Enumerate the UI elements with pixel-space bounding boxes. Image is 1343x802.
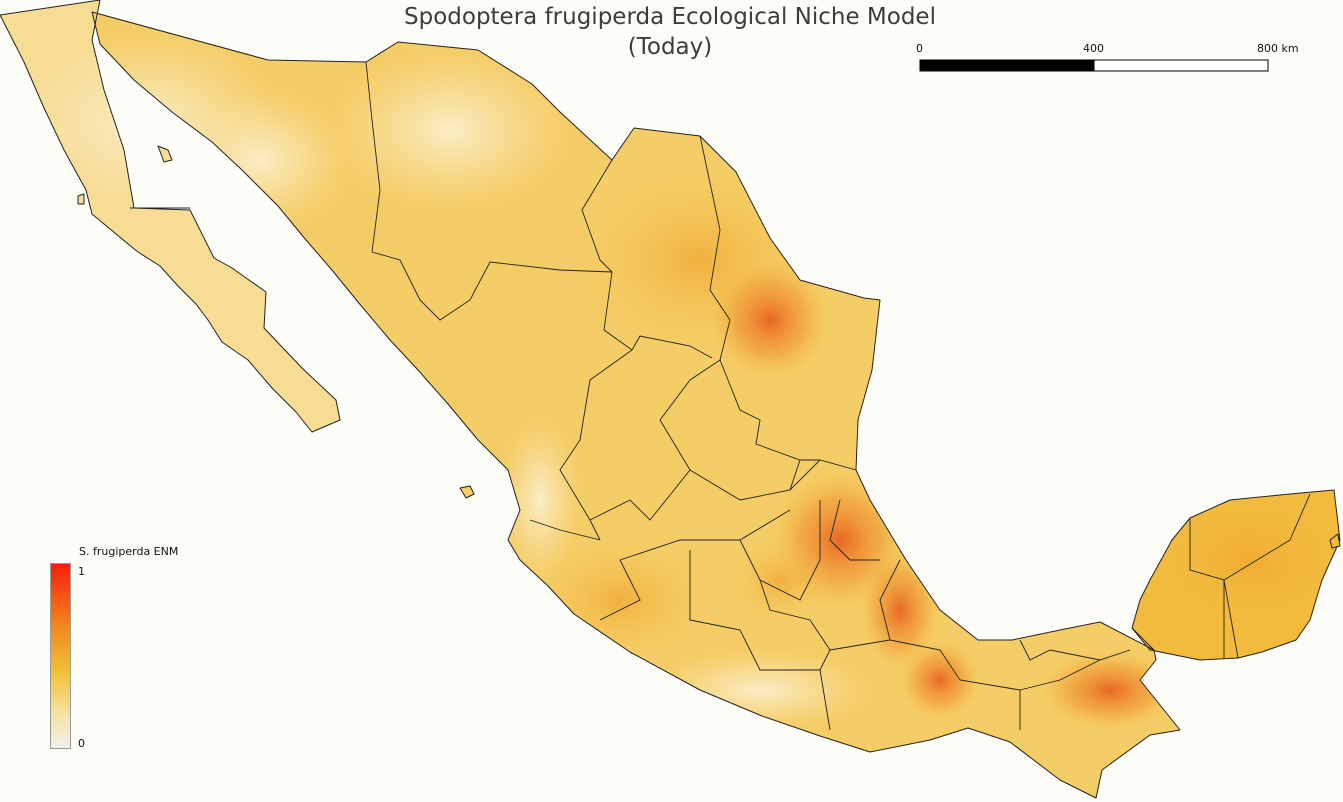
scale-bar [919,59,1269,72]
scale-bar-segment-light [1093,59,1269,72]
scale-label-800: 800 km [1257,42,1299,55]
legend-max-label: 1 [78,565,85,578]
scale-bar-segment-dark [920,60,1094,71]
map-title: Spodoptera frugiperda Ecological Niche M… [404,4,936,30]
state-boundaries [130,61,1311,731]
legend-color-ramp [50,563,71,749]
scale-label-0: 0 [916,42,923,55]
map-subtitle: (Today) [627,34,713,60]
scale-label-400: 400 [1083,42,1104,55]
legend-min-label: 0 [78,737,85,750]
legend-title: S. frugiperda ENM [79,545,179,558]
